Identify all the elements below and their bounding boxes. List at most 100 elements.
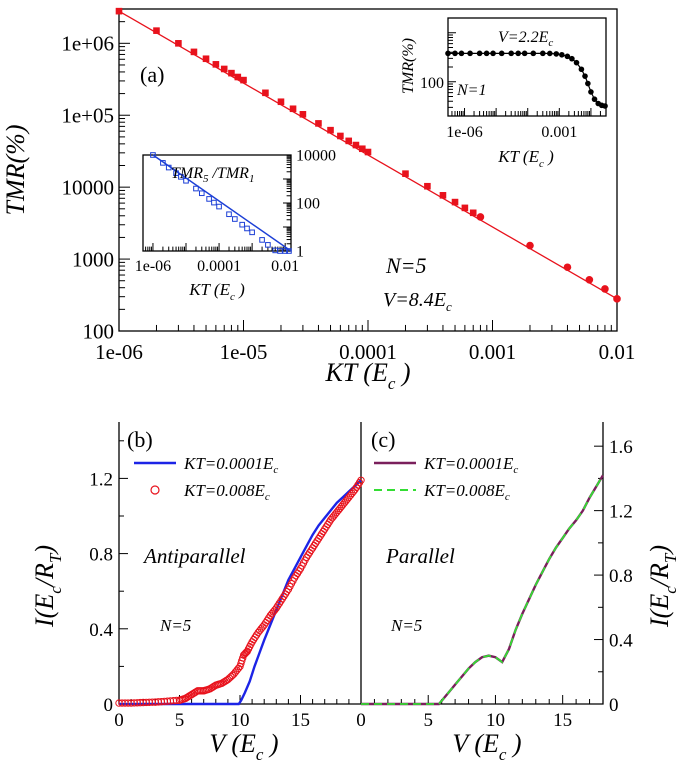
inset-n1-point [578, 66, 585, 73]
panel-a-point [289, 105, 297, 113]
inset-tmr-ratio-title: TMR5 /TMR1 [171, 165, 254, 185]
inset-n1-point [602, 103, 608, 109]
inset-n1-x-axis-label: KT (Ec ) [497, 147, 554, 170]
panel-a-point [299, 111, 307, 118]
inset-tmr-ratio-point [211, 199, 217, 206]
panel-a-x-axis-close: ) [395, 358, 410, 387]
panel-c-x-axis-sub: c [499, 745, 507, 764]
panel-b-label: (b) [127, 427, 153, 452]
panel-b-y-axis-sub: c [46, 586, 65, 594]
inset-tmr-ratio-x-tick-label: 0.01 [271, 258, 299, 275]
panel-c-y-axis-mid: /R [645, 563, 674, 588]
panel-a-y-tick-label: 1e+06 [61, 32, 114, 56]
inset-tmr-ratio-x-axis-close: ) [235, 280, 245, 299]
inset-tmr-ratio-point [183, 177, 189, 184]
panel-a-point [202, 55, 210, 63]
panel-a-point [262, 89, 269, 97]
panel-a-y-tick-label: 1000 [72, 247, 114, 271]
inset-tmr-ratio-point [282, 248, 288, 254]
inset-tmr-ratio-point [165, 164, 172, 171]
panel-a-point [439, 192, 447, 199]
inset-tmr-ratio-x-axis-sub: c [230, 291, 235, 303]
panel-c: 5 10 15 00.40.81.21.6 (c) KT=0.0001Ec KT=0… [361, 422, 680, 764]
inset-tmr-ratio-x-tick-label: 0.0001 [197, 258, 241, 275]
panel-a-point [234, 73, 242, 81]
inset-tmr-ratio-point [160, 160, 166, 166]
panel-a-y-tick-label: 100 [83, 319, 115, 343]
inset-tmr-ratio-point [259, 237, 265, 243]
inset-n1-point [476, 50, 483, 57]
panel-b-y-tick-label: 0.4 [89, 620, 113, 641]
panel-c-x-tick-label: 15 [553, 710, 572, 731]
inset-tmr-ratio-y-tick-label: 10000 [296, 148, 336, 165]
panel-b-x-tick-label: 15 [291, 710, 310, 731]
panel-a-point [175, 40, 182, 47]
panel-b-x-tick-label: 10 [231, 710, 250, 731]
panel-a-point [613, 295, 621, 303]
inset-tmr-ratio-point [286, 248, 292, 254]
inset-tmr-ratio-point [216, 203, 222, 210]
panel-c-y-tick-label: 0.4 [609, 631, 633, 652]
panel-a-point [190, 48, 198, 56]
inset-tmr-ratio-title-text: TMR [171, 165, 203, 182]
panel-a-x-axis-text: KT (E [324, 358, 387, 387]
panel-b-data [115, 476, 365, 707]
panel-b-x-tick-label: 0 [356, 710, 366, 731]
panel-a-y-ticks: 100 1000 10000 1e+05 1e+06 [61, 8, 130, 343]
panel-b-x-axis-sub: c [256, 745, 264, 764]
inset-tmr-ratio-point [239, 221, 245, 228]
inset-tmr-ratio-point [198, 190, 205, 197]
panel-a-point [424, 182, 431, 190]
panel-a-point [461, 204, 469, 212]
panel-c-legend-low-sub: c [513, 464, 518, 476]
panel-b-y-axis-label: I(Ec/RT) [30, 545, 65, 628]
panel-a-x-ticks: 1e-06 1e-05 0.0001 0.001 0.01 [95, 320, 635, 364]
inset-tmr-ratio-title-sub: 5 [203, 173, 209, 185]
panel-c-x-tick-label: 10 [486, 710, 505, 731]
inset-n1-x-tick-label: 1e-06 [446, 124, 482, 141]
panel-c-state-annotation: Parallel [385, 544, 455, 568]
panel-b-y-tick-label: 0.8 [89, 545, 113, 566]
panel-a-point [469, 209, 477, 217]
panel-a: 1e-06 1e-05 0.0001 0.001 0.01 100 1000 10000 1e… [1, 7, 635, 393]
panel-a-x-axis-sub: c [388, 374, 396, 393]
inset-tmr-ratio-x-tick-label: 1e-06 [135, 258, 171, 275]
panel-b-legend-label-high: KT=0.008Ec [183, 481, 270, 503]
panel-b-legend-high-text: KT=0.008E [183, 481, 266, 500]
inset-n1-point [483, 50, 490, 57]
inset-n1-point [530, 50, 537, 57]
inset-tmr-ratio-point [277, 248, 283, 254]
inset-tmr-ratio-point [150, 152, 156, 158]
panel-c-y-axis-label: I(Ec/RT) [645, 545, 680, 628]
inset-tmr-ratio-point [206, 196, 212, 202]
panel-a-v-sub: c [446, 299, 452, 314]
panel-b: 0 5 10 15 0 00.40.81.2 (b) KT=0.0001Ec KT=0.… [30, 422, 366, 764]
panel-a-point [212, 61, 220, 68]
panel-b-y-axis-sub2: T [46, 552, 65, 563]
panel-a-v-text: V=8.4E [383, 289, 446, 311]
inset-tmr-ratio-point [193, 185, 199, 192]
panel-b-n-annotation: N=5 [159, 616, 191, 635]
inset-n1-y-ticks: 100 [420, 17, 456, 117]
inset-tmr-ratio-bg [143, 155, 291, 251]
panel-a-point [240, 76, 247, 84]
panel-a-point [451, 198, 459, 206]
inset-n1-point [445, 50, 451, 57]
panel-a-x-tick-label: 0.0001 [339, 340, 397, 364]
panel-c-data [361, 474, 605, 706]
panel-a-point [115, 7, 123, 15]
panel-c-series-low [361, 474, 605, 706]
panel-c-legend-label-high: KT=0.008Ec [423, 481, 510, 503]
inset-n1-point [508, 50, 514, 57]
panel-a-y-axis-label: TMR(%) [1, 125, 30, 216]
panel-a-x-tick-label: 1e-06 [95, 340, 143, 364]
panel-c-n-annotation: N=5 [390, 616, 422, 635]
inset-n1-point [588, 89, 594, 95]
inset-n1-point [540, 50, 546, 57]
inset-n1-y-axis-label: TMR(%) [400, 38, 417, 94]
panel-b-legend-marker-high [150, 485, 160, 495]
panel-b-x-axis-close: ) [263, 729, 278, 758]
panel-a-x-tick-label: 0.001 [469, 340, 516, 364]
